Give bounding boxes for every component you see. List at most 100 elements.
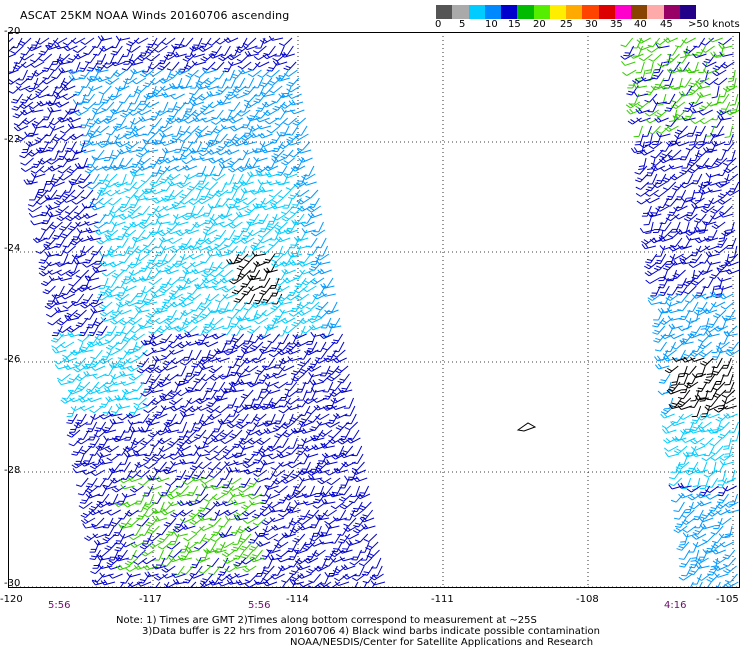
wind-barb — [315, 301, 329, 311]
wind-barb — [57, 157, 70, 168]
wind-barb — [249, 132, 264, 139]
wind-barb — [178, 244, 193, 251]
wind-barb — [54, 77, 66, 89]
wind-barb — [84, 165, 99, 174]
scale-label: 30 — [585, 19, 598, 30]
wind-barb — [138, 116, 153, 122]
wind-barb — [86, 117, 100, 128]
wind-barb — [175, 253, 186, 265]
wind-barb — [184, 173, 199, 180]
wind-barb — [274, 45, 285, 57]
wind-barb — [636, 37, 651, 44]
wind-barb — [633, 125, 643, 138]
scale-swatch — [517, 5, 534, 19]
wind-barb — [131, 77, 147, 85]
wind-barb — [154, 476, 170, 483]
wind-barb — [251, 251, 267, 257]
wind-barb — [62, 93, 77, 101]
wind-barb — [87, 181, 101, 190]
wind-barb — [92, 165, 108, 171]
wind-barb — [183, 117, 198, 124]
time-label-left: 5:56 — [48, 600, 71, 611]
wind-barb — [94, 93, 105, 105]
wind-barb — [172, 578, 188, 585]
wind-barb — [71, 149, 87, 155]
wind-barb — [270, 203, 285, 210]
wind-barb — [145, 45, 159, 54]
wind-barb — [143, 245, 157, 254]
wind-barb — [167, 69, 181, 79]
wind-barb — [222, 61, 234, 73]
scale-swatch — [452, 5, 469, 19]
wind-barb — [307, 212, 323, 219]
wind-barb — [228, 221, 243, 229]
wind-barb — [246, 221, 261, 226]
wind-barb — [264, 117, 279, 125]
wind-barb — [657, 93, 667, 106]
wind-barb — [101, 165, 117, 171]
wind-barb — [150, 213, 161, 225]
wind-barb — [175, 229, 191, 237]
wind-barb — [710, 140, 726, 147]
wind-barb — [236, 53, 251, 63]
wind-barb — [137, 101, 151, 111]
wind-barb — [672, 181, 686, 191]
wind-barb — [219, 221, 234, 228]
wind-barb — [213, 445, 228, 454]
wind-barb — [701, 261, 713, 273]
wind-barb — [313, 221, 324, 233]
wind-barb — [273, 245, 284, 257]
wind-barb — [30, 61, 45, 68]
wind-barb — [280, 260, 295, 267]
wind-barb — [179, 253, 195, 260]
wind-barb — [172, 51, 187, 58]
wind-barb — [141, 188, 157, 195]
wind-barb — [233, 197, 248, 204]
wind-barb — [620, 53, 635, 60]
wind-barb — [202, 171, 217, 177]
wind-barb — [285, 181, 299, 191]
wind-barb — [169, 245, 184, 253]
wind-barb — [205, 141, 221, 148]
wind-barb — [37, 157, 52, 165]
wind-barb — [265, 493, 281, 499]
wind-barb — [153, 45, 168, 53]
wind-barb — [100, 133, 111, 145]
wind-barb — [32, 237, 48, 244]
wind-barb — [206, 149, 222, 155]
wind-barb — [20, 157, 34, 166]
wind-barb — [338, 493, 353, 502]
wind-barb — [696, 492, 711, 499]
wind-barb — [161, 147, 177, 154]
wind-barb — [171, 204, 186, 210]
wind-barb — [298, 156, 313, 163]
scale-swatch — [501, 5, 518, 19]
wind-barb — [181, 261, 196, 270]
wind-barb — [254, 61, 270, 68]
wind-barb — [165, 477, 179, 487]
wind-barb — [257, 69, 271, 78]
wind-barb — [115, 141, 131, 148]
wind-barb — [128, 373, 143, 381]
wind-barb — [124, 301, 140, 307]
wind-barb — [166, 229, 182, 235]
wind-barb — [188, 509, 203, 518]
wind-barb — [210, 117, 225, 125]
wind-barb — [55, 261, 70, 267]
wind-barb — [84, 220, 99, 226]
wind-barb — [90, 245, 103, 256]
wind-barb — [56, 213, 71, 222]
wind-barb — [652, 317, 665, 328]
wind-barb — [92, 101, 106, 111]
wind-barb — [664, 365, 679, 374]
wind-barb — [306, 205, 322, 213]
wind-barb — [679, 149, 691, 161]
wind-barb — [27, 45, 42, 52]
wind-barb — [55, 245, 68, 257]
wind-barb — [147, 61, 162, 70]
wind-barb — [708, 37, 723, 43]
wind-barb — [74, 109, 89, 116]
wind-barb — [723, 412, 738, 419]
wind-barb — [195, 493, 209, 503]
wind-barb — [720, 61, 735, 69]
